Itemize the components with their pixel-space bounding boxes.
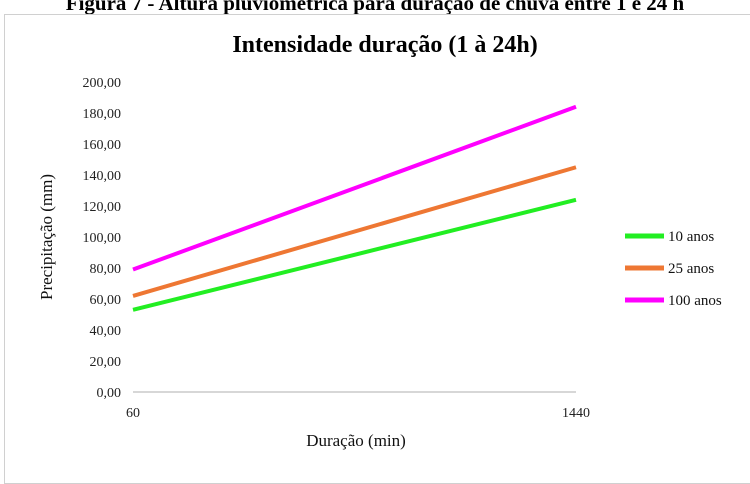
series-line [132,104,577,272]
y-tick-label: 80,00 [90,262,122,277]
y-tick-label: 180,00 [83,107,122,122]
y-tick-label: 200,00 [83,76,122,91]
x-axis-label: Duração (min) [306,431,406,450]
y-tick-label: 140,00 [83,169,122,184]
legend-label: 100 anos [668,293,722,309]
chart-title: Intensidade duração (1 à 24h) [232,32,537,58]
y-tick-label: 0,00 [97,386,122,401]
y-axis-label: Precipitação (mm) [37,174,56,300]
legend: 10 anos 25 anos 100 anos [625,229,722,309]
y-tick-label: 160,00 [83,138,122,153]
y-tick-label: 120,00 [83,200,122,215]
y-tick-label: 60,00 [90,293,122,308]
series-line [132,165,577,298]
legend-label: 25 anos [668,261,714,277]
y-axis-ticks: 0,00 20,00 40,00 60,00 80,00 100,00 120,00 140,… [83,76,122,401]
x-tick-label: 60 [126,406,140,421]
y-tick-label: 40,00 [90,324,122,339]
series-line [132,197,577,312]
y-tick-label: 20,00 [90,355,122,370]
y-tick-label: 100,00 [83,231,122,246]
figure-caption: Figura 7 - Altura pluviométrica para dur… [65,0,685,15]
x-tick-label: 1440 [562,406,590,421]
legend-label: 10 anos [668,229,714,245]
x-axis-ticks: 60 1440 [126,406,590,421]
series-lines [132,104,577,312]
